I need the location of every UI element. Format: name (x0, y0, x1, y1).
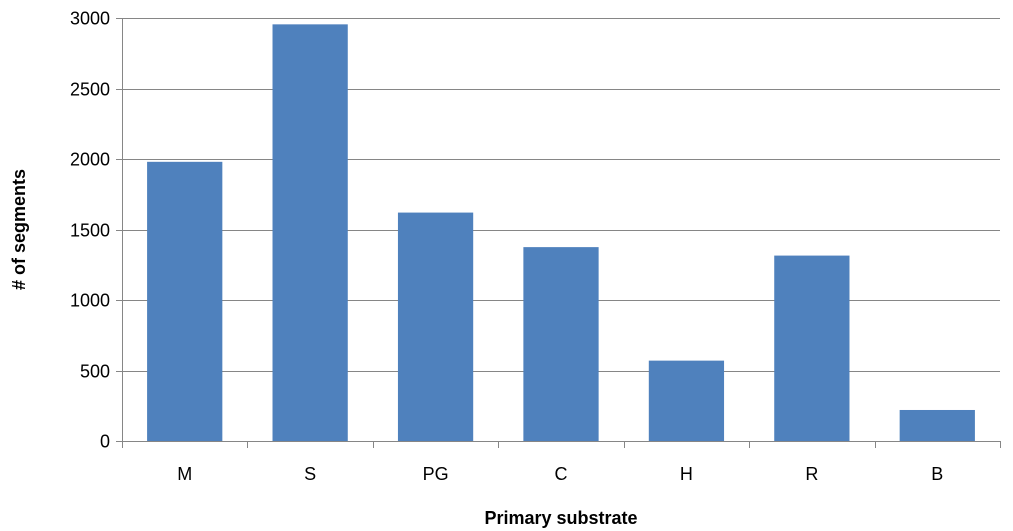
y-tick-label: 2000 (70, 150, 110, 170)
x-tick-label: M (177, 464, 192, 484)
y-tick-label: 3000 (70, 9, 110, 29)
y-tick-labels: 0 500 1000 1500 2000 2500 3000 (70, 9, 110, 452)
bar-h (648, 360, 725, 441)
x-tick-label: PG (423, 464, 449, 484)
bar-r (774, 255, 850, 441)
bar-b (899, 409, 975, 441)
bar-s (272, 24, 348, 441)
x-tick-label: S (304, 464, 316, 484)
y-tick-label: 1500 (70, 221, 110, 241)
x-tick-label: B (931, 464, 943, 484)
y-tick-label: 500 (80, 362, 110, 382)
y-axis-title: # of segments (9, 169, 29, 290)
x-tick-label: C (555, 464, 568, 484)
y-tick-label: 1000 (70, 291, 110, 311)
gridlines (122, 18, 1000, 372)
x-tick-label: H (680, 464, 693, 484)
x-axis-title: Primary substrate (484, 508, 637, 528)
bar-m (147, 161, 223, 441)
x-tick-label: R (805, 464, 818, 484)
axes (116, 18, 1001, 448)
bar-c (523, 247, 599, 441)
bars (147, 24, 975, 441)
y-tick-label: 0 (100, 432, 110, 452)
bar-pg (397, 212, 474, 441)
x-tick-labels: M S PG C H R B (177, 464, 943, 484)
y-tick-label: 2500 (70, 80, 110, 100)
